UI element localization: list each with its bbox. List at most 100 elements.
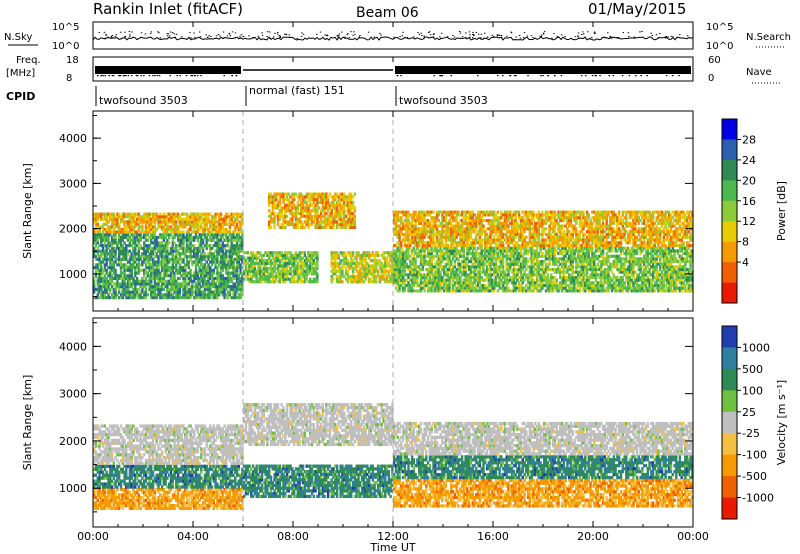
power-cell — [179, 291, 181, 294]
power-cell — [223, 291, 225, 294]
nave-point — [152, 75, 154, 76]
power-cell — [543, 247, 545, 250]
power-cell — [297, 223, 299, 226]
power-cell — [300, 220, 302, 223]
power-cell — [213, 272, 215, 275]
nsearch-point — [194, 37, 195, 38]
power-cell — [316, 209, 318, 212]
nave-point — [451, 75, 453, 76]
power-cell — [327, 195, 329, 198]
power-cell — [109, 291, 111, 294]
power-cell — [111, 258, 113, 261]
power-cell — [139, 233, 141, 236]
nsearch-point — [430, 34, 431, 35]
power-cell — [307, 220, 309, 223]
nsearch-point — [193, 33, 194, 34]
power-cell — [227, 244, 229, 247]
nsearch-point — [289, 37, 290, 38]
power-cell — [229, 274, 231, 277]
power-cell — [113, 263, 115, 266]
power-cell — [407, 281, 409, 284]
freq-band-0 — [95, 66, 241, 74]
power-cell — [197, 239, 199, 242]
nave-point — [514, 75, 516, 76]
power-cell — [175, 280, 177, 283]
power-cell — [97, 266, 99, 269]
power-cell — [136, 291, 138, 294]
nsearch-point — [581, 34, 582, 35]
power-cell — [306, 201, 308, 204]
nsearch-point — [441, 33, 442, 34]
power-cell — [213, 252, 215, 255]
nsearch-point — [476, 32, 477, 33]
nsearch-point — [610, 36, 611, 37]
power-cell — [352, 212, 354, 215]
power-cell — [222, 236, 224, 239]
power-cell — [231, 241, 233, 244]
nsearch-point — [532, 37, 533, 38]
power-cell — [313, 220, 315, 223]
power-cell — [97, 247, 99, 250]
date-title: 01/May/2015 — [588, 0, 686, 18]
nave-point — [236, 75, 238, 76]
nsearch-point — [301, 32, 302, 33]
nsearch-point — [229, 34, 230, 35]
freq-unit-label: [MHz] — [6, 68, 35, 79]
power-cell — [354, 215, 356, 218]
power-cell — [270, 226, 272, 229]
power-cell — [229, 291, 231, 294]
nsearch-point — [111, 37, 112, 38]
power-cell — [238, 233, 240, 236]
nsearch-point — [172, 32, 173, 33]
power-cell — [113, 266, 115, 269]
nave-point — [635, 75, 637, 76]
power-cell — [202, 250, 204, 253]
power-cell — [311, 204, 313, 207]
nsearch-point — [628, 32, 629, 33]
nsearch-point — [223, 32, 224, 33]
power-cell — [182, 244, 184, 247]
nsearch-point — [218, 34, 219, 35]
power-cell — [104, 293, 106, 296]
power-cell — [154, 233, 156, 236]
power-cell — [454, 263, 456, 266]
power-cell — [548, 260, 550, 263]
power-cell — [214, 263, 216, 266]
nsearch-point — [399, 36, 400, 37]
nsearch-point — [131, 32, 132, 33]
nsearch-point — [421, 33, 422, 34]
power-cell — [189, 269, 191, 272]
nsearch-point — [326, 35, 327, 36]
power-cell — [218, 252, 220, 255]
nsearch-point — [219, 36, 220, 37]
power-cell — [293, 204, 295, 207]
power-cell — [200, 244, 202, 247]
power-cell — [157, 269, 159, 272]
power-cell — [186, 258, 188, 261]
power-cell — [152, 252, 154, 255]
power-cell — [561, 289, 563, 292]
power-cell — [209, 296, 211, 299]
power-cell — [354, 218, 356, 221]
nave-point — [592, 75, 594, 76]
power-cell — [145, 291, 147, 294]
power-cell — [145, 288, 147, 291]
nsearch-point — [582, 31, 583, 32]
power-cell — [220, 239, 222, 242]
nsearch-point — [557, 36, 558, 37]
power-cell — [188, 282, 190, 285]
power-cell — [329, 206, 331, 209]
power-cell — [227, 269, 229, 272]
power-cell — [123, 272, 125, 275]
power-cell — [497, 273, 499, 276]
power-cell — [554, 247, 556, 250]
nsearch-point — [641, 31, 642, 32]
nave-point — [585, 75, 587, 76]
power-cell — [109, 272, 111, 275]
power-cell — [354, 206, 356, 209]
power-cell — [332, 201, 334, 204]
power-cell — [127, 288, 129, 291]
power-cell — [170, 291, 172, 294]
power-cell — [332, 278, 334, 281]
power-cell — [279, 201, 281, 204]
